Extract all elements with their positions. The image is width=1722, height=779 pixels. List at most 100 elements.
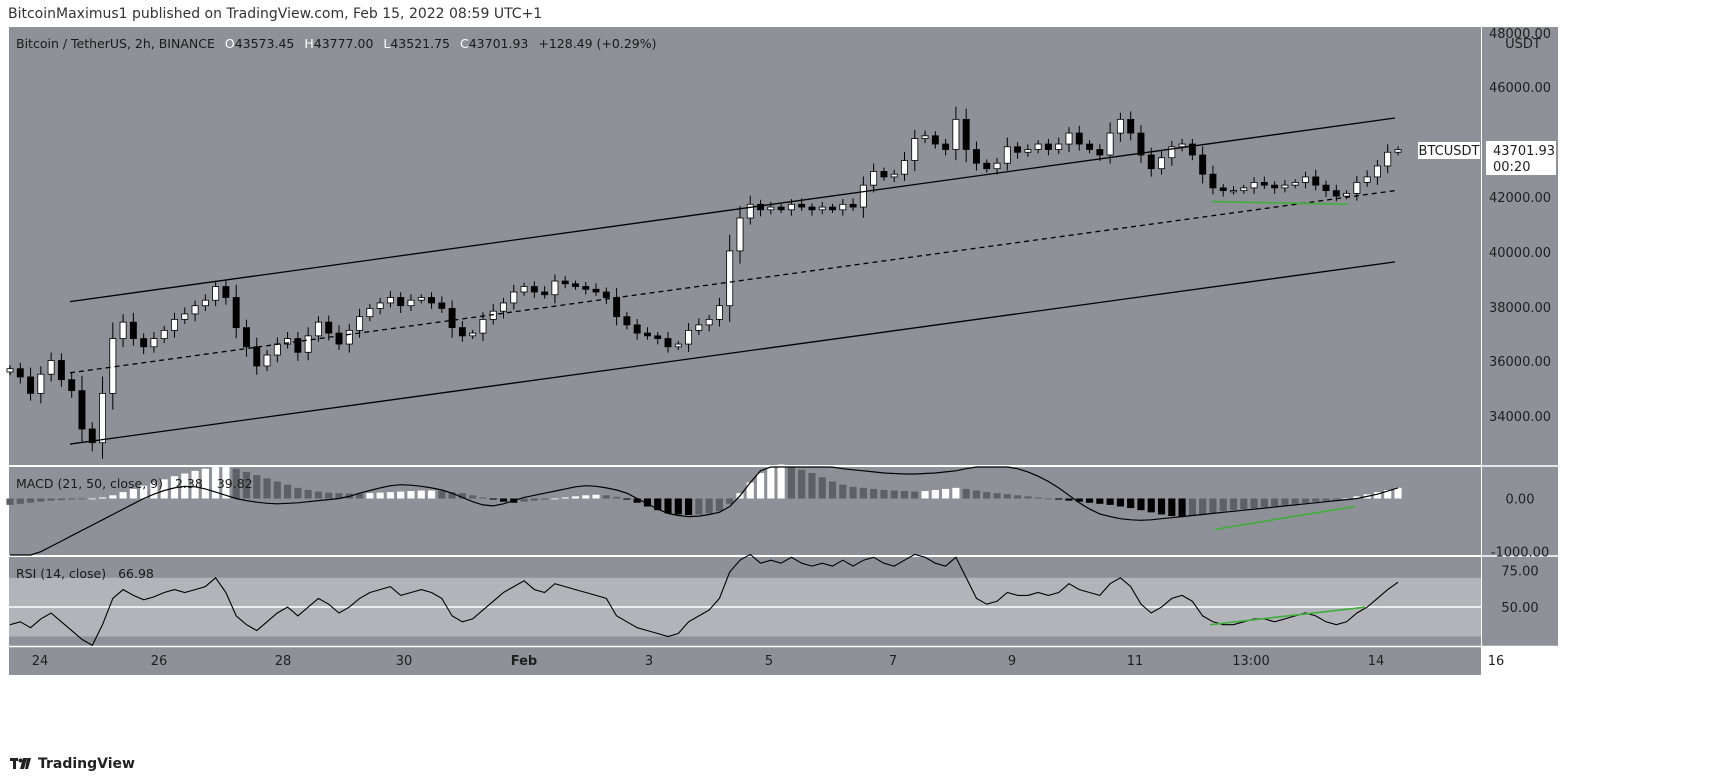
rsi-line[interactable] — [9, 553, 1399, 647]
macd-divergence-line[interactable] — [1214, 505, 1356, 531]
time-axis[interactable] — [9, 647, 1481, 675]
candle-up[interactable] — [304, 335, 312, 353]
price-axis[interactable] — [1482, 27, 1558, 647]
candle-down[interactable] — [335, 332, 343, 345]
candle-down[interactable] — [808, 206, 816, 211]
candle-down[interactable] — [243, 327, 250, 348]
candle-down[interactable] — [438, 302, 446, 309]
candle-down[interactable] — [931, 135, 939, 145]
candle-up[interactable] — [993, 162, 1001, 170]
candle-up[interactable] — [1302, 176, 1309, 183]
candle-down[interactable] — [643, 332, 651, 337]
candle-up[interactable] — [1240, 187, 1248, 192]
candle-up[interactable] — [551, 280, 559, 296]
candle-up[interactable] — [47, 360, 55, 375]
candle-down[interactable] — [448, 308, 456, 329]
price-tag[interactable]: BTCUSDT 43701.93 00:20 — [1418, 141, 1556, 175]
candle-down[interactable] — [1075, 132, 1083, 145]
candle-up[interactable] — [314, 321, 322, 337]
candle-up[interactable] — [469, 332, 477, 337]
candle-down[interactable] — [68, 379, 76, 392]
candle-down[interactable] — [232, 297, 240, 329]
candle-up[interactable] — [1384, 151, 1392, 167]
candle-down[interactable] — [1044, 143, 1052, 150]
candle-down[interactable] — [1137, 132, 1145, 156]
candle-up[interactable] — [1353, 181, 1361, 194]
candle-up[interactable] — [160, 329, 168, 339]
candle-down[interactable] — [880, 171, 888, 178]
price-pane[interactable] — [9, 27, 1481, 465]
candle-up[interactable] — [1106, 132, 1114, 156]
candle-up[interactable] — [417, 297, 425, 301]
candle-down[interactable] — [1188, 143, 1196, 156]
candle-up[interactable] — [685, 329, 693, 345]
candle-up[interactable] — [1250, 181, 1258, 189]
candle-up[interactable] — [1291, 181, 1299, 186]
candle-up[interactable] — [870, 171, 878, 186]
candle-up[interactable] — [736, 217, 744, 252]
candle-up[interactable] — [1178, 143, 1186, 148]
candle-down[interactable] — [1127, 118, 1135, 134]
candle-down[interactable] — [623, 316, 631, 326]
tradingview-logo[interactable]: TradingView — [10, 755, 135, 773]
candle-up[interactable] — [746, 203, 754, 219]
candle-down[interactable] — [582, 286, 590, 290]
rsi-divergence-line[interactable] — [1209, 606, 1366, 626]
candle-up[interactable] — [695, 324, 703, 331]
candle-down[interactable] — [1271, 184, 1279, 189]
candle-up[interactable] — [859, 184, 867, 208]
candle-down[interactable] — [57, 360, 65, 381]
candle-up[interactable] — [1394, 149, 1402, 153]
candle-up[interactable] — [726, 250, 734, 307]
candle-down[interactable] — [1209, 173, 1217, 189]
candle-down[interactable] — [972, 149, 980, 164]
candle-down[interactable] — [88, 428, 96, 444]
candle-up[interactable] — [171, 318, 178, 331]
candle-up[interactable] — [356, 316, 364, 331]
candle-up[interactable] — [345, 329, 353, 345]
candle-down[interactable] — [664, 338, 672, 348]
candle-down[interactable] — [962, 118, 970, 150]
candle-down[interactable] — [428, 297, 436, 304]
candle-up[interactable] — [1034, 143, 1042, 150]
candle-down[interactable] — [530, 286, 538, 293]
candle-down[interactable] — [777, 206, 785, 211]
candle-up[interactable] — [911, 138, 919, 161]
candle-up[interactable] — [386, 297, 394, 304]
candle-up[interactable] — [705, 318, 713, 326]
candle-up[interactable] — [37, 373, 45, 394]
candle-up[interactable] — [818, 206, 826, 211]
candle-down[interactable] — [222, 286, 230, 298]
candle-up[interactable] — [109, 338, 117, 394]
candle-up[interactable] — [376, 302, 384, 309]
candle-up[interactable] — [150, 338, 158, 348]
candle-up[interactable] — [767, 206, 775, 211]
candle-up[interactable] — [500, 302, 507, 312]
candle-up[interactable] — [99, 392, 106, 444]
candle-down[interactable] — [1086, 143, 1094, 150]
candle-up[interactable] — [1024, 149, 1032, 153]
candle-up[interactable] — [1055, 143, 1063, 150]
candle-down[interactable] — [16, 368, 24, 378]
channel-line[interactable] — [69, 117, 1396, 303]
candle-up[interactable] — [1281, 184, 1289, 189]
candle-up[interactable] — [191, 305, 199, 315]
candle-up[interactable] — [273, 343, 281, 356]
candle-down[interactable] — [1199, 154, 1207, 175]
candle-up[interactable] — [1158, 157, 1165, 170]
candle-up[interactable] — [263, 354, 271, 367]
candle-down[interactable] — [1096, 149, 1104, 156]
candle-down[interactable] — [1219, 187, 1227, 192]
macd-line[interactable] — [10, 466, 1399, 556]
channel-line[interactable] — [69, 261, 1396, 445]
candle-down[interactable] — [633, 324, 641, 334]
candle-up[interactable] — [787, 203, 795, 211]
candle-up[interactable] — [901, 160, 908, 175]
price-divergence-line[interactable] — [1211, 200, 1349, 206]
candle-down[interactable] — [253, 346, 261, 367]
candle-down[interactable] — [654, 335, 662, 339]
candle-down[interactable] — [325, 321, 333, 334]
candle-up[interactable] — [1343, 192, 1351, 197]
candle-down[interactable] — [592, 288, 600, 293]
